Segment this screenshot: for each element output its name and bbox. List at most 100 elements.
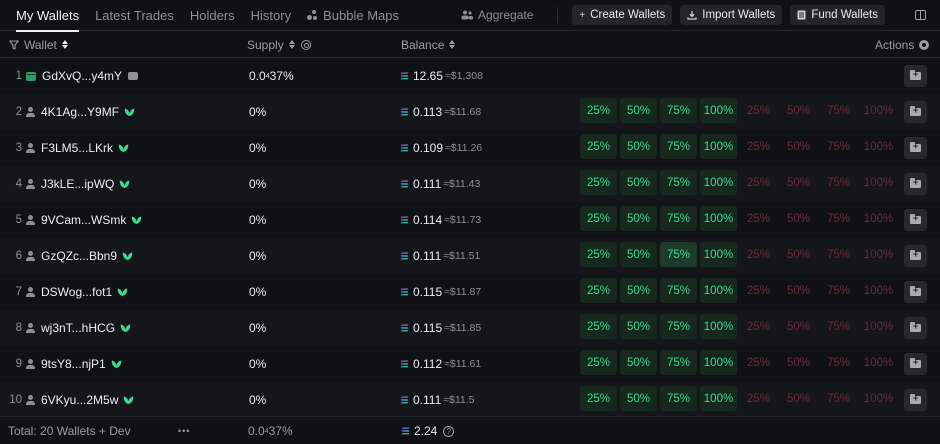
buy-50-button[interactable]: 50% (620, 278, 657, 303)
sell-100-button[interactable]: 100% (863, 140, 894, 153)
buy-25-button[interactable]: 25% (580, 314, 617, 339)
buy-75-button[interactable]: 75% (660, 386, 697, 411)
add-folder-button[interactable] (904, 389, 927, 411)
buy-100-button[interactable]: 100% (700, 242, 737, 267)
sell-75-button[interactable]: 75% (826, 104, 851, 117)
buy-100-button[interactable]: 100% (700, 206, 737, 231)
sell-25-button[interactable]: 25% (746, 284, 771, 297)
sell-75-button[interactable]: 75% (826, 212, 851, 225)
sell-75-button[interactable]: 75% (826, 284, 851, 297)
buy-25-button[interactable]: 25% (580, 242, 617, 267)
more-options-icon[interactable]: ••• (178, 426, 191, 436)
supply-column-header[interactable]: Supply (247, 31, 311, 58)
buy-50-button[interactable]: 50% (620, 350, 657, 375)
sell-100-button[interactable]: 100% (863, 212, 894, 225)
buy-75-button[interactable]: 75% (660, 170, 697, 195)
wallet-address[interactable]: wj3nT...hHCG (41, 321, 116, 335)
tab-history[interactable]: History (243, 0, 299, 31)
buy-50-button[interactable]: 50% (620, 386, 657, 411)
sell-25-button[interactable]: 25% (746, 356, 771, 369)
add-folder-button[interactable] (904, 281, 927, 303)
add-folder-button[interactable] (904, 353, 927, 375)
buy-25-button[interactable]: 25% (580, 98, 617, 123)
sell-50-button[interactable]: 50% (786, 176, 811, 189)
buy-50-button[interactable]: 50% (620, 314, 657, 339)
sell-50-button[interactable]: 50% (786, 140, 811, 153)
sell-50-button[interactable]: 50% (786, 248, 811, 261)
wallet-address[interactable]: J3kLE...ipWQ (41, 177, 115, 191)
buy-25-button[interactable]: 25% (580, 170, 617, 195)
sell-100-button[interactable]: 100% (863, 392, 894, 405)
buy-75-button[interactable]: 75% (660, 134, 697, 159)
tab-holders[interactable]: Holders (182, 0, 243, 31)
buy-100-button[interactable]: 100% (700, 350, 737, 375)
buy-25-button[interactable]: 25% (580, 206, 617, 231)
sell-100-button[interactable]: 100% (863, 284, 894, 297)
sell-75-button[interactable]: 75% (826, 392, 851, 405)
filter-icon[interactable] (9, 39, 19, 50)
help-icon[interactable]: ? (443, 425, 455, 437)
sell-50-button[interactable]: 50% (786, 320, 811, 333)
sell-50-button[interactable]: 50% (786, 104, 811, 117)
buy-25-button[interactable]: 25% (580, 386, 617, 411)
sell-25-button[interactable]: 25% (746, 140, 771, 153)
sell-50-button[interactable]: 50% (786, 284, 811, 297)
sell-25-button[interactable]: 25% (746, 104, 771, 117)
aggregate-toggle[interactable]: Aggregate (461, 8, 533, 22)
buy-100-button[interactable]: 100% (700, 278, 737, 303)
sort-icon[interactable] (288, 40, 295, 49)
import-wallets-button[interactable]: Import Wallets (680, 5, 783, 25)
add-folder-button[interactable] (904, 65, 927, 87)
tab-my-wallets[interactable]: My Wallets (8, 0, 87, 32)
buy-100-button[interactable]: 100% (700, 386, 737, 411)
wallet-address[interactable]: F3LM5...LKrk (41, 141, 114, 155)
sell-50-button[interactable]: 50% (786, 212, 811, 225)
sort-icon[interactable] (449, 40, 456, 49)
sell-25-button[interactable]: 25% (746, 248, 771, 261)
buy-50-button[interactable]: 50% (620, 170, 657, 195)
sell-25-button[interactable]: 25% (746, 176, 771, 189)
buy-50-button[interactable]: 50% (620, 242, 657, 267)
buy-75-button[interactable]: 75% (660, 278, 697, 303)
sell-100-button[interactable]: 100% (863, 248, 894, 261)
add-folder-button[interactable] (904, 245, 927, 267)
target-icon[interactable] (300, 39, 311, 50)
sell-25-button[interactable]: 25% (746, 212, 771, 225)
create-wallets-button[interactable]: + Create Wallets (572, 5, 673, 25)
buy-75-button[interactable]: 75% (660, 98, 697, 123)
sell-25-button[interactable]: 25% (746, 392, 771, 405)
sell-75-button[interactable]: 75% (826, 356, 851, 369)
add-folder-button[interactable] (904, 317, 927, 339)
buy-75-button[interactable]: 75% (660, 314, 697, 339)
sell-75-button[interactable]: 75% (826, 140, 851, 153)
buy-75-button[interactable]: 75% (660, 350, 697, 375)
buy-50-button[interactable]: 50% (620, 98, 657, 123)
buy-25-button[interactable]: 25% (580, 134, 617, 159)
wallet-address[interactable]: DSWog...fot1 (41, 285, 113, 299)
buy-50-button[interactable]: 50% (620, 206, 657, 231)
wallet-column-header[interactable]: Wallet (9, 31, 68, 58)
wallet-address[interactable]: GzQZc...Bbn9 (41, 249, 118, 263)
sell-75-button[interactable]: 75% (826, 176, 851, 189)
sell-100-button[interactable]: 100% (863, 356, 894, 369)
buy-25-button[interactable]: 25% (580, 350, 617, 375)
wallet-address[interactable]: GdXvQ...y4mY (42, 69, 123, 83)
buy-50-button[interactable]: 50% (620, 134, 657, 159)
buy-100-button[interactable]: 100% (700, 134, 737, 159)
sell-75-button[interactable]: 75% (826, 248, 851, 261)
sell-25-button[interactable]: 25% (746, 320, 771, 333)
wallet-address[interactable]: 4K1Ag...Y9MF (41, 105, 120, 119)
sell-100-button[interactable]: 100% (863, 104, 894, 117)
gear-icon[interactable] (919, 39, 930, 50)
sidebar-toggle-icon[interactable] (915, 10, 926, 20)
buy-75-button[interactable]: 75% (660, 206, 697, 231)
tab-bubble-maps[interactable]: Bubble Maps (299, 0, 407, 31)
sell-100-button[interactable]: 100% (863, 320, 894, 333)
buy-100-button[interactable]: 100% (700, 314, 737, 339)
sell-100-button[interactable]: 100% (863, 176, 894, 189)
wallet-address[interactable]: 9tsY8...njP1 (41, 357, 106, 371)
buy-25-button[interactable]: 25% (580, 278, 617, 303)
tab-latest-trades[interactable]: Latest Trades (87, 0, 182, 31)
wallet-address[interactable]: 9VCam...WSmk (41, 213, 127, 227)
sell-75-button[interactable]: 75% (826, 320, 851, 333)
